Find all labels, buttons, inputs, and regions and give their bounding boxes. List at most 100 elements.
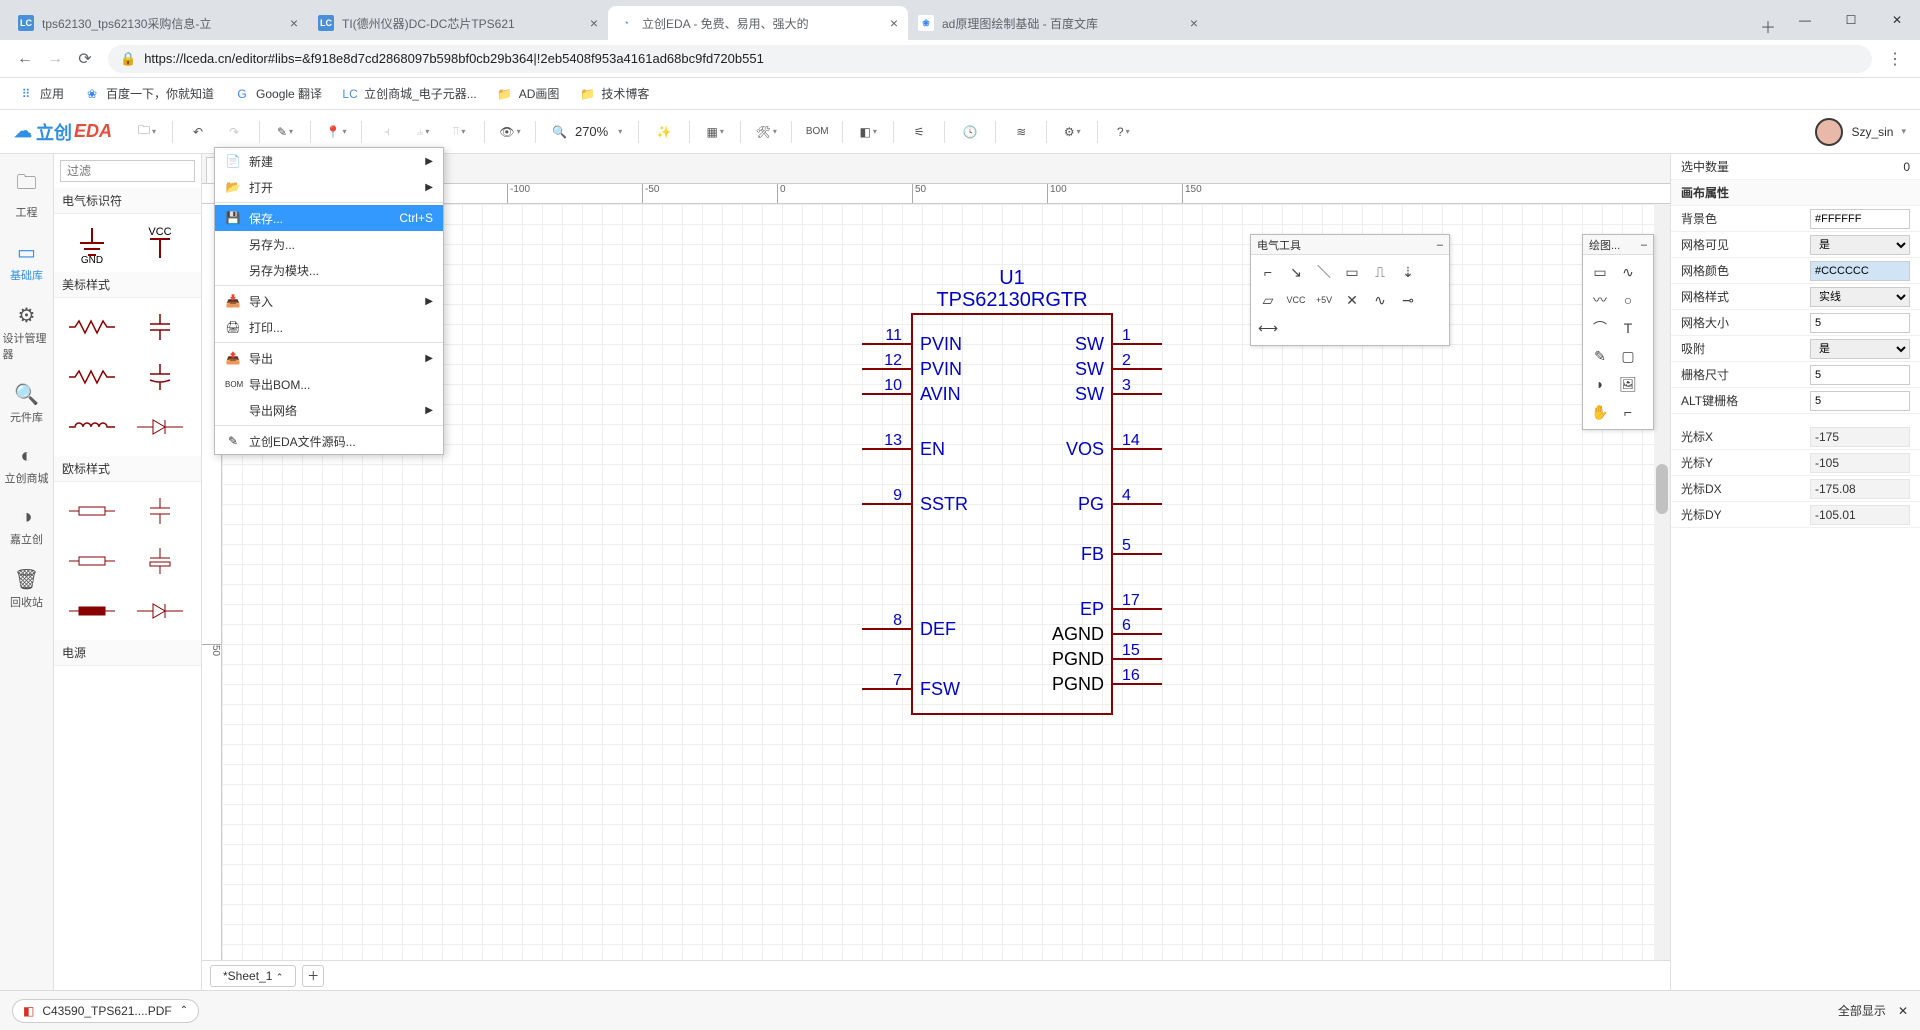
bom-button[interactable]: BOM [802,117,832,147]
align-button[interactable]: ⫨ [408,117,438,147]
browser-tab[interactable]: ❀ad原理图绘制基础 - 百度文库× [908,6,1208,40]
junction-tool[interactable]: ⎍ [1367,259,1393,285]
redo-button[interactable]: ↷ [219,117,249,147]
browser-tab[interactable]: ◔立创EDA - 免费、易用、强大的× [608,6,908,40]
share-button[interactable]: ⚟ [904,117,934,147]
bus-tool[interactable]: ↘ [1283,259,1309,285]
port-tool[interactable]: ▱ [1255,287,1281,313]
schematic-component[interactable]: U1TPS62130RGTR11PVIN12PVIN10AVIN13EN9SST… [852,294,1172,737]
comp-gnd[interactable]: GND [58,218,126,268]
corner-tool[interactable]: ⌐ [1615,399,1641,425]
back-button[interactable]: ← [10,44,40,74]
edit-button[interactable]: ✎ [270,117,300,147]
comp-res-eu2[interactable] [58,536,126,586]
menu-item[interactable]: 另存为... [215,231,443,257]
comp-diode-eu[interactable] [126,586,194,636]
halfcircle-tool[interactable]: ◗ [1587,371,1613,397]
close-tab-icon[interactable]: × [290,15,298,31]
align-left-button[interactable]: ⫞ [372,117,402,147]
noconnect-tool[interactable]: ⇣ [1395,259,1421,285]
comp-ind-eu[interactable] [58,586,126,636]
comp-coil-us[interactable] [58,402,126,452]
scrollbar-vertical[interactable] [1654,204,1670,960]
menu-item[interactable]: 导出网络▶ [215,397,443,423]
comp-cap-eu[interactable] [126,486,194,536]
download-item[interactable]: ◧ C43590_TPS621....PDF ⌃ [12,999,199,1023]
help-button[interactable]: ? [1108,117,1138,147]
panel-min-icon[interactable]: – [1641,239,1647,251]
sim-button[interactable]: ▦ [700,117,730,147]
new-tab-button[interactable]: ＋ [1754,12,1782,40]
rail-item[interactable]: ◑嘉立创 [3,500,51,553]
pin-tool[interactable]: ⊸ [1395,287,1421,313]
stack-button[interactable]: ≋ [1006,117,1036,147]
layers-button[interactable]: ◧ [853,117,883,147]
close-tab-icon[interactable]: × [590,15,598,31]
comp-vcc[interactable]: VCC [126,218,194,268]
probe-tool[interactable]: ∿ [1367,287,1393,313]
comp-cap-us[interactable] [126,302,194,352]
rect-tool[interactable]: ▢ [1615,343,1641,369]
menu-item[interactable]: 另存为模块... [215,257,443,283]
file-menu-dropdown[interactable]: 📄新建▶📂打开▶💾保存...Ctrl+S另存为...另存为模块...📥导入▶🖨打… [214,147,444,455]
add-sheet-button[interactable]: ＋ [302,965,324,987]
close-window-button[interactable]: ✕ [1874,5,1920,35]
chrome-menu-button[interactable]: ⋮ [1880,44,1910,74]
url-field[interactable]: 🔒 https://lceda.cn/editor#libs=&f918e8d7… [108,45,1872,73]
bookmark-item[interactable]: 📁技术博客 [571,81,657,106]
5v-tool[interactable]: +5V [1311,287,1337,313]
undo-button[interactable]: ↶ [183,117,213,147]
maximize-button[interactable]: ☐ [1828,5,1874,35]
place-button[interactable]: 📍 [321,117,351,147]
rail-item[interactable]: 🗑回收站 [3,561,51,616]
comp-section-us[interactable]: 美标样式 [54,272,201,298]
comp-res-eu[interactable] [58,486,126,536]
line-tool[interactable]: ＼ [1311,259,1337,285]
close-download-bar[interactable]: ✕ [1898,1004,1908,1018]
fullscreen-button[interactable]: ✨ [649,117,679,147]
arc-tool[interactable]: ⌒ [1587,315,1613,341]
comp-res-us[interactable] [58,302,126,352]
comp-section-power[interactable]: 电源 [54,640,201,666]
shape-tool[interactable]: ▭ [1587,259,1613,285]
comp-section-electrical[interactable]: 电气标识符 [54,188,201,214]
menu-item[interactable]: ✎立创EDA文件源码... [215,428,443,454]
browser-tab[interactable]: LCTI(德州仪器)DC-DC芯片TPS621× [308,6,608,40]
history-button[interactable]: 🕓 [955,117,985,147]
bookmark-item[interactable]: ❀百度一下，你就知道 [76,81,222,106]
zoom-button[interactable]: 🔍270% [546,117,628,147]
comp-cap-pol-us[interactable] [126,352,194,402]
polyline-tool[interactable]: ∿ [1615,259,1641,285]
tools-button[interactable]: 🛠 [751,117,781,147]
menu-item[interactable]: BOM导出BOM... [215,371,443,397]
app-logo[interactable]: ☁ 立创EDA [14,119,112,145]
comp-ind-us[interactable] [58,352,126,402]
close-tab-icon[interactable]: × [1190,15,1198,31]
image-tool[interactable]: 🖼 [1615,371,1641,397]
sheet-tab[interactable]: *Sheet_1 ⌃ [210,965,296,987]
comp-diode-us[interactable] [126,402,194,452]
close-tab-icon[interactable]: × [890,15,898,31]
wire-tool[interactable]: ⌐ [1255,259,1281,285]
component-filter-input[interactable] [60,160,195,182]
minimize-button[interactable]: — [1782,5,1828,35]
file-menu-button[interactable]: 🗀 [132,117,162,147]
drawing-tools-panel[interactable]: 绘图...– ▭ ∿ 〰 ○ ⌒ T ✎ ▢ ◗ [1582,234,1654,430]
netlabel-tool[interactable]: ▭ [1339,259,1365,285]
curve-tool[interactable]: 〰 [1587,287,1613,313]
browser-tab[interactable]: LCtps62130_tps62130采购信息-立× [8,6,308,40]
view-button[interactable]: 👁 [495,117,525,147]
menu-item[interactable]: 📂打开▶ [215,174,443,200]
electrical-tools-panel[interactable]: 电气工具– ⌐ ↘ ＼ ▭ ⎍ ⇣ ▱ VCC +5V [1250,234,1450,346]
vcc-tool[interactable]: VCC [1283,287,1309,313]
user-menu[interactable]: Szy_sin ▾ [1815,118,1906,146]
menu-item[interactable]: 📤导出▶ [215,345,443,371]
show-all-downloads[interactable]: 全部显示 [1838,1002,1886,1019]
bookmark-item[interactable]: GGoogle 翻译 [226,81,330,106]
bookmark-item[interactable]: ⠿应用 [10,81,72,106]
menu-item[interactable]: 📥导入▶ [215,288,443,314]
measure-tool[interactable]: ⟷ [1255,315,1281,341]
forward-button[interactable]: → [40,44,70,74]
menu-item[interactable]: 💾保存...Ctrl+S [215,205,443,231]
bookmark-item[interactable]: 📁AD画图 [489,81,568,106]
